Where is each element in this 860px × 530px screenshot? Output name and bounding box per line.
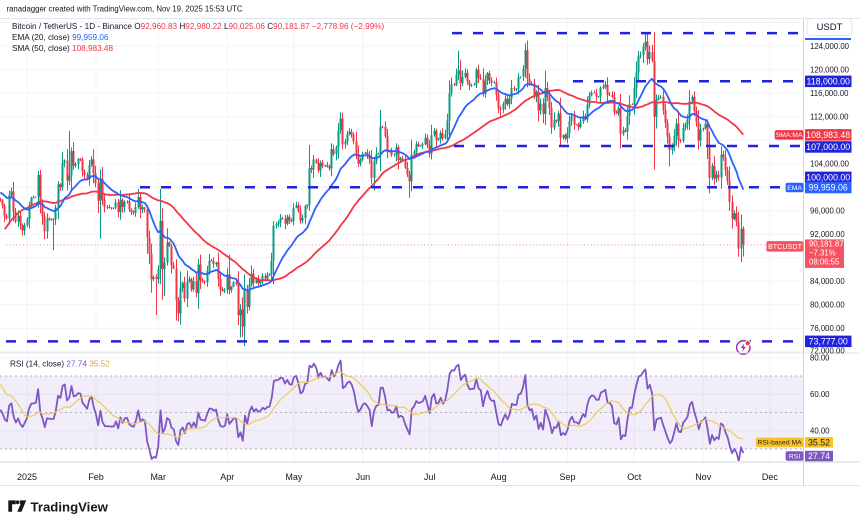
svg-text:27.74: 27.74	[808, 451, 830, 461]
svg-text:Jul: Jul	[424, 472, 436, 482]
svg-text:73,777.00: 73,777.00	[809, 337, 848, 347]
svg-text:USDT: USDT	[817, 22, 843, 33]
svg-text:Mar: Mar	[150, 472, 166, 482]
svg-text:Bitcoin / TetherUS - 1D - Bina: Bitcoin / TetherUS - 1D - Binance O92,96…	[12, 22, 385, 31]
svg-text:107,000.00: 107,000.00	[806, 142, 850, 152]
svg-text:60.00: 60.00	[810, 390, 830, 399]
svg-text:72,000.00: 72,000.00	[810, 346, 845, 355]
svg-text:118,000.00: 118,000.00	[807, 76, 850, 86]
svg-text:108,983.48: 108,983.48	[806, 130, 850, 140]
svg-text:RSI-based MA: RSI-based MA	[757, 440, 802, 447]
svg-text:RSI: RSI	[789, 453, 800, 460]
svg-text:TradingView: TradingView	[31, 500, 109, 515]
svg-text:Feb: Feb	[88, 472, 104, 482]
svg-text:Dec: Dec	[762, 472, 779, 482]
svg-text:35.52: 35.52	[808, 437, 830, 447]
svg-text:ranadagger created with Tradin: ranadagger created with TradingView.com,…	[7, 5, 243, 14]
svg-text:104,000.00: 104,000.00	[810, 159, 850, 168]
svg-text:80,000.00: 80,000.00	[810, 301, 845, 310]
svg-text:40.00: 40.00	[810, 427, 830, 436]
svg-text:124,000.00: 124,000.00	[810, 42, 850, 51]
svg-text:May: May	[285, 472, 303, 482]
svg-text:Oct: Oct	[627, 472, 642, 482]
svg-text:116,000.00: 116,000.00	[810, 89, 849, 98]
svg-text:90,181.87: 90,181.87	[809, 240, 844, 249]
svg-text:84,000.00: 84,000.00	[810, 277, 845, 286]
svg-text:Aug: Aug	[491, 472, 507, 482]
svg-text:EMA (20, close) 99,959.06: EMA (20, close) 99,959.06	[12, 33, 109, 42]
svg-text:96,000.00: 96,000.00	[810, 207, 845, 216]
svg-text:80.00: 80.00	[810, 354, 830, 363]
svg-text:Jun: Jun	[356, 472, 371, 482]
svg-text:08:06:55: 08:06:55	[809, 258, 840, 267]
svg-text:RSI (14, close) 27.74 35.52: RSI (14, close) 27.74 35.52	[10, 360, 110, 369]
svg-text:120,000.00: 120,000.00	[810, 65, 850, 74]
svg-text:76,000.00: 76,000.00	[810, 324, 845, 333]
svg-text:112,000.00: 112,000.00	[810, 112, 849, 121]
svg-text:Sep: Sep	[559, 472, 575, 482]
svg-text:92,000.00: 92,000.00	[810, 230, 845, 239]
svg-text:EMA: EMA	[787, 185, 802, 192]
svg-text:−7.31%: −7.31%	[809, 249, 836, 258]
svg-text:2025: 2025	[17, 472, 37, 482]
svg-text:100,000.00: 100,000.00	[806, 172, 850, 182]
svg-text:Apr: Apr	[220, 472, 234, 482]
svg-text:BTCUSDT: BTCUSDT	[768, 242, 803, 251]
svg-text:Nov: Nov	[695, 472, 712, 482]
svg-text:99,959.06: 99,959.06	[809, 183, 848, 193]
svg-text:SMA:MA: SMA:MA	[776, 132, 803, 139]
svg-text:SMA (50, close) 108,983.48: SMA (50, close) 108,983.48	[12, 44, 113, 53]
